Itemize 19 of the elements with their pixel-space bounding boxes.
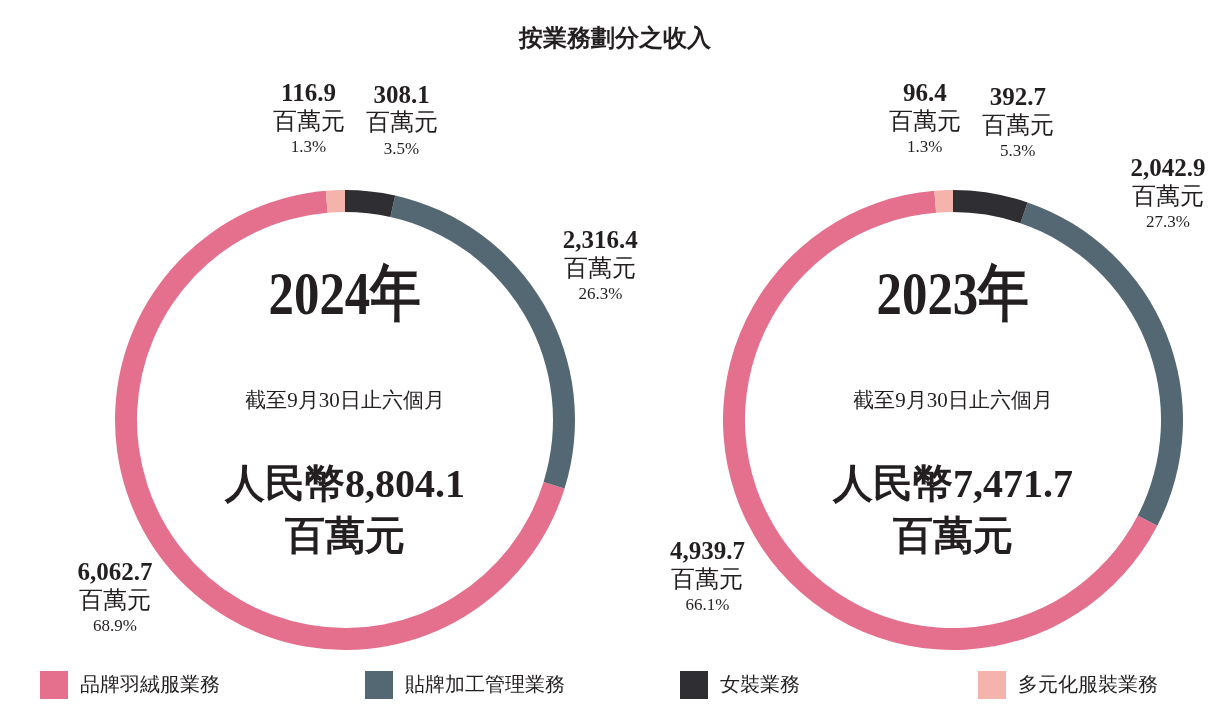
data-label: 6,062.7 百萬元 68.9% <box>77 558 153 636</box>
data-label: 116.9 百萬元 1.3% <box>272 78 345 157</box>
data-label: 96.4 百萬元 1.3% <box>888 78 961 157</box>
legend-label: 女裝業務 <box>720 672 800 695</box>
text: 2024年 <box>268 258 422 328</box>
text: 截至9月30日止六個月 <box>853 387 1053 412</box>
legend-label: 貼牌加工管理業務 <box>405 672 565 695</box>
data-label: 4,939.7 百萬元 66.1% <box>669 537 745 615</box>
legend-label: 多元化服裝業務 <box>1018 672 1158 695</box>
text: 人民幣7,471.7 百萬元 <box>832 461 1073 559</box>
data-label: 2,042.9 百萬元 27.3% <box>1130 153 1206 232</box>
legend-label: 品牌羽絨服業務 <box>80 672 220 695</box>
data-label: 392.7 百萬元 5.3% <box>981 82 1054 160</box>
data-label: 2,316.4 百萬元 26.3% <box>562 226 639 304</box>
text: 截至9月30日止六個月 <box>245 387 445 412</box>
chart-title: 按業務劃分之收入 <box>518 24 712 51</box>
data-label: 308.1 百萬元 3.5% <box>365 80 438 158</box>
text: 2023年 <box>876 258 1030 328</box>
text: 人民幣8,804.1 百萬元 <box>224 461 465 559</box>
